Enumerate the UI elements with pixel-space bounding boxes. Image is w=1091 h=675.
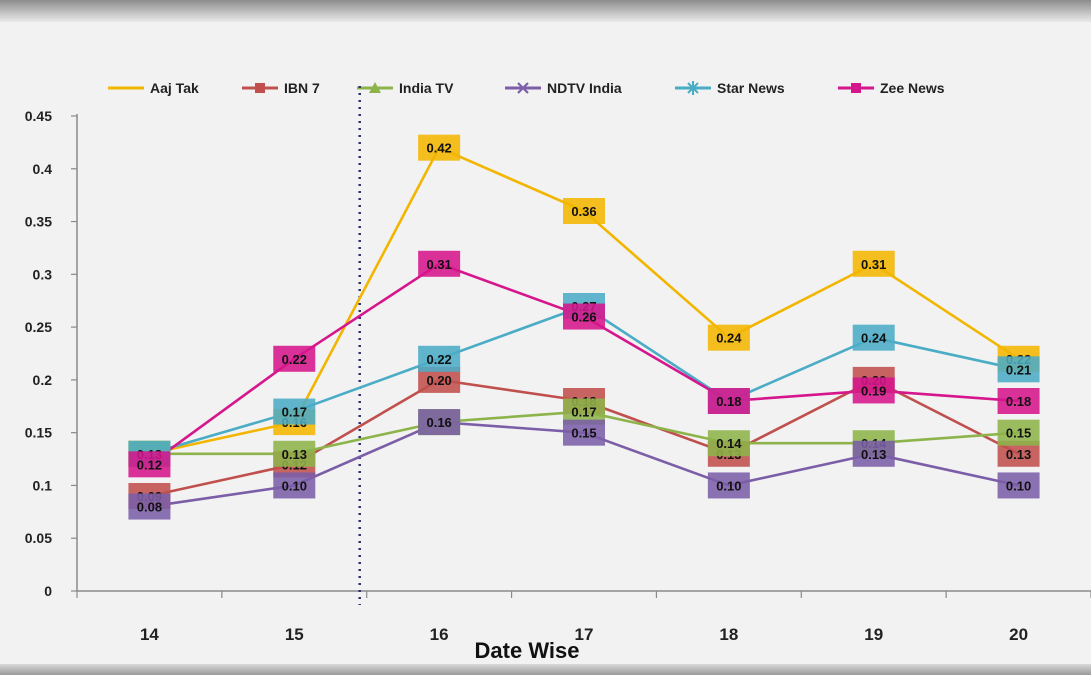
y-tick-label: 0.05 xyxy=(25,530,52,546)
data-label-aaj-tak: 0.31 xyxy=(861,257,886,272)
data-label-box-ndtv-india xyxy=(418,409,461,436)
data-label-zee-news: 0.18 xyxy=(1006,394,1031,409)
legend-label-aaj-tak: Aaj Tak xyxy=(150,80,199,96)
y-tick-label: 0.45 xyxy=(25,108,52,124)
x-axis-title: Date Wise xyxy=(475,638,580,663)
y-tick-label: 0.1 xyxy=(33,477,53,493)
data-label-ndtv-india: 0.10 xyxy=(282,478,307,493)
data-label-box-star-news xyxy=(273,398,316,425)
legend-label-ibn-7: IBN 7 xyxy=(284,80,320,96)
data-label-star-news: 0.24 xyxy=(861,331,887,346)
y-tick-label: 0.3 xyxy=(33,266,53,282)
legend-label-india-tv: India TV xyxy=(399,80,454,96)
data-label-aaj-tak: 0.42 xyxy=(426,141,451,156)
data-label-box-ndtv-india xyxy=(997,472,1040,499)
data-label-ibn-7: 0.20 xyxy=(426,373,451,388)
x-tick-label-19: 19 xyxy=(864,625,883,644)
bottom-window-strip xyxy=(0,664,1091,675)
data-label-box-ndtv-india xyxy=(563,419,605,446)
data-label-zee-news: 0.31 xyxy=(426,257,451,272)
data-label-box-ndtv-india xyxy=(128,493,171,520)
data-label-ndtv-india: 0.16 xyxy=(426,415,451,430)
data-label-box-india-tv xyxy=(997,419,1040,446)
data-label-india-tv: 0.17 xyxy=(571,405,596,420)
legend-marker-star-news xyxy=(687,81,699,95)
data-label-star-news: 0.17 xyxy=(282,405,307,420)
data-label-box-zee-news xyxy=(418,250,461,277)
data-label-ndtv-india: 0.10 xyxy=(1006,478,1031,493)
x-tick-label-18: 18 xyxy=(719,625,738,644)
x-tick-label-17: 17 xyxy=(575,625,594,644)
data-label-india-tv: 0.14 xyxy=(716,436,742,451)
y-tick-label: 0.35 xyxy=(25,214,52,230)
x-tick-label-16: 16 xyxy=(430,625,449,644)
x-tick-label-15: 15 xyxy=(285,625,304,644)
data-label-box-india-tv xyxy=(707,430,750,457)
data-label-india-tv: 0.15 xyxy=(1006,426,1031,441)
data-label-box-zee-news xyxy=(563,303,605,330)
data-label-ibn-7: 0.13 xyxy=(1006,447,1031,462)
data-label-aaj-tak: 0.24 xyxy=(716,331,742,346)
y-tick-label: 0.25 xyxy=(25,319,52,335)
data-labels: 0.130.160.420.360.240.310.220.090.120.20… xyxy=(128,134,1040,520)
data-label-star-news: 0.21 xyxy=(1006,362,1031,377)
data-label-zee-news: 0.18 xyxy=(716,394,741,409)
data-label-box-aaj-tak xyxy=(707,324,750,351)
data-label-zee-news: 0.12 xyxy=(137,457,162,472)
y-tick-label: 0 xyxy=(44,583,52,599)
data-label-aaj-tak: 0.36 xyxy=(571,204,596,219)
x-tick-label-14: 14 xyxy=(140,625,159,644)
legend: Aaj Tak IBN 7 India TV NDTV India Star News Z… xyxy=(108,80,945,96)
data-label-india-tv: 0.13 xyxy=(282,447,307,462)
legend-marker-zee-news xyxy=(851,83,861,93)
data-label-ndtv-india: 0.15 xyxy=(571,426,596,441)
legend-marker-ibn-7 xyxy=(255,83,265,93)
data-label-box-zee-news xyxy=(852,377,895,404)
data-label-ndtv-india: 0.08 xyxy=(137,500,162,515)
data-label-box-star-news xyxy=(997,356,1040,383)
y-tick-label: 0.4 xyxy=(33,161,53,177)
top-window-strip xyxy=(0,0,1091,22)
data-label-ndtv-india: 0.13 xyxy=(861,447,886,462)
data-label-star-news: 0.22 xyxy=(426,352,451,367)
data-label-zee-news: 0.26 xyxy=(571,310,596,325)
data-label-box-zee-news xyxy=(997,388,1040,414)
data-label-zee-news: 0.19 xyxy=(861,383,886,398)
data-label-ndtv-india: 0.10 xyxy=(716,478,741,493)
data-label-box-ndtv-india xyxy=(707,472,750,499)
data-label-box-zee-news xyxy=(707,388,750,414)
data-label-box-aaj-tak xyxy=(563,198,605,224)
data-label-box-india-tv xyxy=(273,440,316,467)
legend-label-ndtv-india: NDTV India xyxy=(547,80,622,96)
axes: 0 0.05 0.1 0.15 0.2 0.25 0.3 0.35 0.4 0.45 14 15 16 1… xyxy=(25,108,1091,644)
data-label-box-zee-news xyxy=(273,345,316,372)
data-label-box-aaj-tak xyxy=(852,250,895,277)
y-tick-label: 0.2 xyxy=(33,372,53,388)
line-chart: Aaj Tak IBN 7 India TV NDTV India Star News Z… xyxy=(25,80,1091,663)
chart-panel: Aaj Tak IBN 7 India TV NDTV India Star News Z… xyxy=(0,22,1091,664)
data-label-box-star-news xyxy=(418,345,461,372)
data-label-box-zee-news xyxy=(128,451,171,478)
legend-marker-ndtv-india xyxy=(517,82,529,94)
legend-marker-india-tv xyxy=(369,82,381,93)
legend-label-zee-news: Zee News xyxy=(880,80,945,96)
data-label-box-star-news xyxy=(852,324,895,351)
y-tick-label: 0.15 xyxy=(25,425,52,441)
data-label-box-ndtv-india xyxy=(852,440,895,467)
x-tick-label-20: 20 xyxy=(1009,625,1028,644)
data-label-box-aaj-tak xyxy=(418,134,461,161)
data-label-zee-news: 0.22 xyxy=(282,352,307,367)
legend-label-star-news: Star News xyxy=(717,80,785,96)
data-label-box-ndtv-india xyxy=(273,472,316,499)
